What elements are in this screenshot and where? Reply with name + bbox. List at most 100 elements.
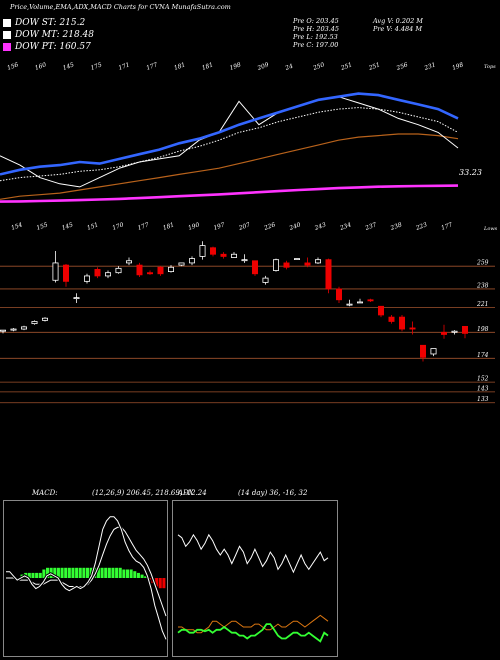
macd-histogram-bar	[129, 569, 133, 578]
ema-bottom-label: 177	[440, 221, 453, 232]
macd-histogram-bar	[136, 572, 140, 578]
ema-top-label: 171	[118, 61, 131, 71]
candle-body	[346, 303, 353, 306]
ema-lines	[0, 92, 459, 203]
ema-top-label: 251	[367, 61, 381, 72]
candle-body	[73, 297, 80, 300]
macd-histogram-bar	[31, 572, 35, 578]
price-level-label: 143	[477, 385, 489, 392]
candle-body	[398, 316, 405, 330]
candle-body	[126, 260, 133, 264]
macd-bars	[6, 567, 166, 589]
candle-body	[63, 264, 70, 282]
macd-histogram-bar	[53, 567, 57, 578]
price-level-label: 152	[477, 376, 489, 383]
candle-body	[356, 301, 363, 304]
ema-bottom-label: 240	[288, 221, 302, 232]
ema-top-label: 181	[173, 61, 186, 71]
macd-histogram-bar	[104, 567, 108, 578]
macd-histogram-bar	[75, 567, 79, 578]
ema-top-label: 175	[90, 61, 103, 72]
adx-chart	[172, 500, 338, 657]
candle-body	[293, 258, 300, 260]
ema-top-label: 160	[34, 61, 47, 72]
adx-label: ADX	[178, 489, 194, 497]
ema-bottom-label: 197	[213, 221, 226, 232]
candle-body	[146, 272, 153, 275]
macd-label: MACD:	[32, 489, 58, 497]
candle-body	[167, 266, 174, 273]
ema-line-white	[0, 96, 459, 188]
candle-body	[430, 348, 437, 355]
macd-histogram-bar	[115, 567, 119, 578]
info-pre-close: Pre C: 197.00	[293, 41, 339, 49]
candle-body	[0, 329, 6, 332]
adx-line-green	[177, 623, 329, 643]
legend-mt-label: DOW MT: 218.48	[15, 30, 94, 40]
ema-bottom-label: 238	[389, 221, 403, 232]
price-level-label: 133	[477, 396, 489, 403]
macd-histogram-bar	[60, 567, 64, 578]
candle-body	[209, 247, 216, 255]
ema-line-brown	[0, 133, 459, 200]
chart-title: Price,Volume,EMA,ADX,MACD Charts for CVN…	[10, 3, 231, 11]
price-level-label: 174	[477, 352, 489, 359]
ema-top-label: 198	[451, 61, 464, 72]
macd-histogram-bar	[100, 567, 104, 578]
candle-body	[335, 288, 342, 301]
ema-bottom-label: 181	[162, 221, 175, 231]
ema-top-label: 209	[256, 61, 270, 72]
ema-top-label: 177	[145, 61, 158, 72]
ema-top-label: 256	[395, 61, 409, 72]
legend-pt: DOW PT: 160.57	[3, 41, 91, 53]
candle-body	[230, 253, 237, 258]
ema-bottom-label: 237	[363, 221, 377, 232]
candle-body	[377, 305, 384, 316]
price-level-label: 221	[476, 301, 488, 308]
candle-body	[388, 316, 395, 322]
ema-line-blue	[0, 92, 459, 176]
macd-histogram-bar	[111, 567, 115, 578]
info-pre-open: Pre O: 203.45	[293, 17, 339, 25]
candle-body	[220, 253, 227, 257]
candle-body	[52, 262, 59, 281]
macd-histogram-bar	[86, 567, 90, 578]
candle-body	[84, 275, 91, 282]
ema-line-magenta	[0, 184, 459, 203]
macd-lines	[6, 515, 168, 640]
price-level-label: 259	[476, 260, 489, 267]
ema-top-label: 24	[283, 63, 294, 73]
candle-body	[10, 328, 17, 331]
macd-histogram-bar	[35, 572, 39, 578]
candle-body	[94, 269, 101, 277]
macd-histogram-bar	[158, 578, 162, 589]
info-pre-high: Pre H: 203.45	[293, 25, 340, 33]
ema-bottom-label: 243	[313, 221, 327, 232]
info-pre-volume: Pre V: 4.484 M	[373, 25, 423, 33]
macd-histogram-bar	[46, 567, 50, 578]
ema-bottom-label: 154	[10, 221, 23, 232]
macd-histogram-bar	[67, 567, 71, 578]
macd-values: (12,26,9) 206.45, 218.69, -12.24	[92, 489, 207, 497]
ema-lows-label: Lows	[483, 226, 498, 232]
candle-body	[115, 267, 122, 274]
macd-histogram-bar	[122, 569, 126, 578]
ema-top-label: 250	[311, 61, 325, 72]
candle-body	[188, 258, 195, 264]
candle-body	[419, 344, 426, 358]
ema-top-label: 145	[62, 61, 75, 72]
macd-histogram-bar	[126, 569, 130, 578]
price-level-label: 238	[476, 282, 489, 289]
macd-panel-frame	[3, 500, 168, 657]
info-avg-volume: Avg V: 0.202 M	[373, 17, 423, 25]
adx-values: (14 day) 36, -16, 32	[238, 489, 308, 497]
price-candles	[0, 241, 468, 362]
ema-bottom-label: 155	[36, 221, 49, 232]
candle-body	[325, 259, 332, 290]
legend-st-swatch	[3, 19, 11, 27]
ema-top-label: 198	[229, 61, 242, 72]
price-level-label: 198	[477, 326, 489, 333]
ema-bottom-label: 170	[111, 221, 124, 232]
ema-top-labels: 156 160 145 175 171 177 181 181 198 209 24 250 251 25…	[6, 61, 464, 72]
legend-pt-swatch	[3, 43, 11, 51]
